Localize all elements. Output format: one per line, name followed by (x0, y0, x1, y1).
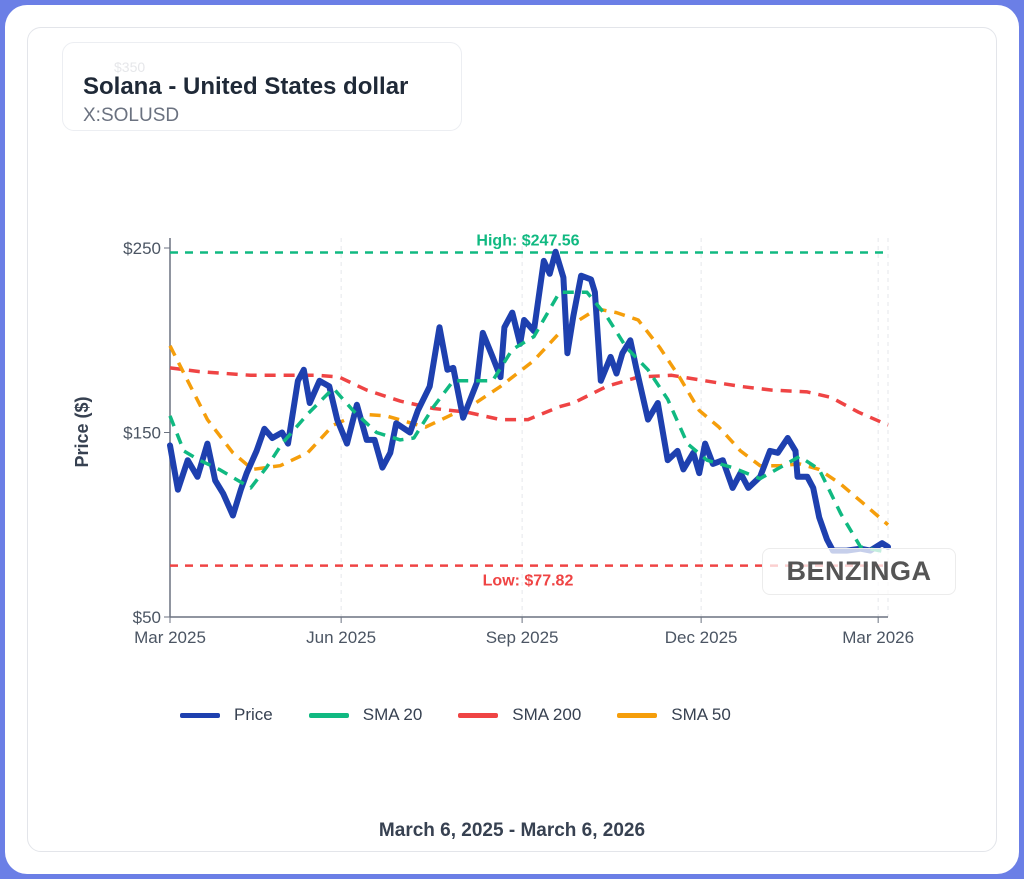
chart-title: Solana - United States dollar (83, 73, 409, 100)
series-line-sma20 (168, 290, 889, 555)
legend-swatch-sma20 (308, 712, 349, 718)
legend: Price SMA 20 SMA 200 SMA 50 (180, 705, 767, 725)
y-tick-label: $150 (123, 424, 161, 443)
legend-swatch-sma50 (617, 712, 658, 718)
x-tick-label: Sep 2025 (486, 628, 559, 647)
legend-item-sma200[interactable]: SMA 200 (458, 705, 581, 725)
series-line-price (167, 248, 891, 554)
high-label: High: $247.56 (476, 233, 579, 250)
legend-label: SMA 200 (512, 705, 582, 724)
chart-symbol: X:SOLUSD (83, 105, 180, 126)
legend-swatch-price (180, 712, 220, 718)
x-tick-label: Jun 2025 (306, 628, 376, 647)
x-tick-label: Mar 2026 (842, 628, 914, 647)
y-tick-label: $250 (123, 239, 161, 258)
legend-item-sma50[interactable]: SMA 50 (617, 705, 731, 725)
legend-label: SMA 20 (362, 705, 423, 724)
y-axis-label: Price ($) (72, 396, 92, 467)
y-tick-label: $50 (133, 608, 161, 627)
ghost-axis-label: $350 (114, 59, 146, 75)
series-line-sma200 (169, 366, 889, 427)
series-line-sma50 (168, 307, 890, 527)
legend-item-price[interactable]: Price (180, 705, 273, 725)
legend-item-sma20[interactable]: SMA 20 (308, 705, 423, 725)
legend-label: SMA 50 (671, 705, 731, 724)
x-tick-label: Mar 2025 (134, 628, 206, 647)
date-range: March 6, 2025 - March 6, 2026 (378, 820, 646, 841)
title-box: $350 Solana - United States dollar X:SOL… (62, 42, 462, 131)
legend-swatch-sma200 (458, 712, 499, 718)
legend-label: Price (234, 705, 273, 724)
x-tick-label: Dec 2025 (665, 628, 738, 647)
benzinga-watermark: BENZINGA (762, 548, 956, 595)
low-label: Low: $77.82 (483, 573, 574, 590)
